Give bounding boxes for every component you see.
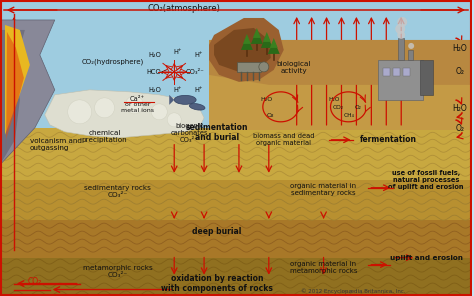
Polygon shape	[0, 128, 472, 180]
Text: CO₂(hydrosphere): CO₂(hydrosphere)	[82, 59, 144, 65]
Polygon shape	[270, 38, 278, 48]
Text: organic material in
metamorphic rocks: organic material in metamorphic rocks	[290, 261, 357, 274]
Circle shape	[397, 31, 405, 39]
Text: H₂O: H₂O	[329, 97, 340, 102]
Polygon shape	[378, 60, 423, 100]
Text: or other
metal ions: or other metal ions	[121, 102, 154, 113]
Polygon shape	[268, 40, 280, 54]
Text: biological
activity: biological activity	[276, 61, 311, 74]
Ellipse shape	[174, 95, 196, 104]
Circle shape	[126, 96, 143, 114]
Polygon shape	[214, 28, 271, 72]
Text: CO₂(atmosphere): CO₂(atmosphere)	[148, 4, 220, 14]
Text: biogenic
carbonates
CO₃²⁻: biogenic carbonates CO₃²⁻	[171, 123, 208, 143]
Text: H₂O: H₂O	[261, 97, 273, 102]
Polygon shape	[237, 62, 261, 72]
Text: CO₂: CO₂	[333, 105, 344, 110]
Polygon shape	[0, 20, 25, 165]
Polygon shape	[209, 18, 284, 82]
Circle shape	[395, 24, 405, 34]
Polygon shape	[0, 0, 472, 130]
Polygon shape	[0, 180, 472, 220]
Polygon shape	[0, 220, 472, 258]
Polygon shape	[408, 50, 413, 60]
Polygon shape	[261, 34, 273, 48]
Text: HCO₃⁻: HCO₃⁻	[147, 69, 168, 75]
Polygon shape	[398, 38, 404, 60]
Text: H⁺: H⁺	[173, 87, 182, 93]
Text: sedimentation
and burial: sedimentation and burial	[186, 123, 248, 142]
Text: use of fossil fuels,
natural processes
of uplift and erosion: use of fossil fuels, natural processes o…	[388, 170, 464, 190]
Polygon shape	[403, 68, 410, 76]
Text: O₂: O₂	[456, 124, 465, 133]
Circle shape	[167, 113, 181, 127]
Polygon shape	[0, 258, 472, 295]
Text: H₂O: H₂O	[148, 87, 161, 93]
Text: Ca²⁺: Ca²⁺	[130, 96, 145, 102]
Text: O₂: O₂	[355, 105, 362, 110]
Text: fermentation: fermentation	[360, 135, 417, 144]
Text: CH₄: CH₄	[344, 113, 355, 118]
Circle shape	[408, 43, 414, 49]
Circle shape	[259, 62, 269, 72]
Polygon shape	[209, 40, 472, 130]
Text: organic material in
sedimentary rocks: organic material in sedimentary rocks	[291, 183, 356, 196]
Text: H⁺: H⁺	[195, 87, 203, 93]
Polygon shape	[169, 95, 174, 105]
Text: sedimentary rocks
CO₃²⁻: sedimentary rocks CO₃²⁻	[84, 185, 151, 198]
Polygon shape	[0, 20, 55, 165]
Polygon shape	[243, 34, 251, 44]
Polygon shape	[393, 68, 400, 76]
Polygon shape	[209, 40, 472, 85]
Text: H₂O: H₂O	[453, 44, 467, 53]
Text: oxidation by reaction
with components of rocks: oxidation by reaction with components of…	[161, 274, 273, 293]
Text: chemical
precipitation: chemical precipitation	[82, 130, 128, 143]
Text: deep burial: deep burial	[192, 227, 242, 236]
Polygon shape	[251, 30, 263, 44]
Polygon shape	[253, 28, 261, 38]
Polygon shape	[263, 32, 271, 42]
Text: © 2012 Encyclopædia Britannica, Inc.: © 2012 Encyclopædia Britannica, Inc.	[301, 289, 406, 294]
Text: H⁺: H⁺	[195, 52, 203, 58]
Polygon shape	[420, 60, 433, 95]
Text: H₂O: H₂O	[148, 52, 161, 58]
Text: O₂: O₂	[267, 113, 274, 118]
Text: H₂O: H₂O	[453, 104, 467, 113]
Circle shape	[151, 104, 167, 120]
Text: CO₃²⁻: CO₃²⁻	[186, 69, 204, 75]
Polygon shape	[45, 90, 204, 138]
Circle shape	[95, 98, 115, 118]
Polygon shape	[241, 36, 253, 50]
Text: volcanism and
outgassing: volcanism and outgassing	[30, 138, 82, 151]
Ellipse shape	[189, 104, 205, 110]
Polygon shape	[5, 25, 30, 165]
Polygon shape	[6, 32, 24, 165]
Text: H⁺: H⁺	[173, 49, 182, 55]
Text: O₂: O₂	[456, 67, 465, 76]
Circle shape	[68, 100, 91, 124]
Circle shape	[397, 17, 407, 27]
Text: metamorphic rocks
CO₃²⁻: metamorphic rocks CO₃²⁻	[82, 265, 152, 278]
Text: biomass and dead
organic material: biomass and dead organic material	[253, 133, 314, 146]
Text: uplift and erosion: uplift and erosion	[390, 255, 463, 260]
Polygon shape	[383, 68, 390, 76]
Text: CO₂: CO₂	[28, 277, 42, 286]
